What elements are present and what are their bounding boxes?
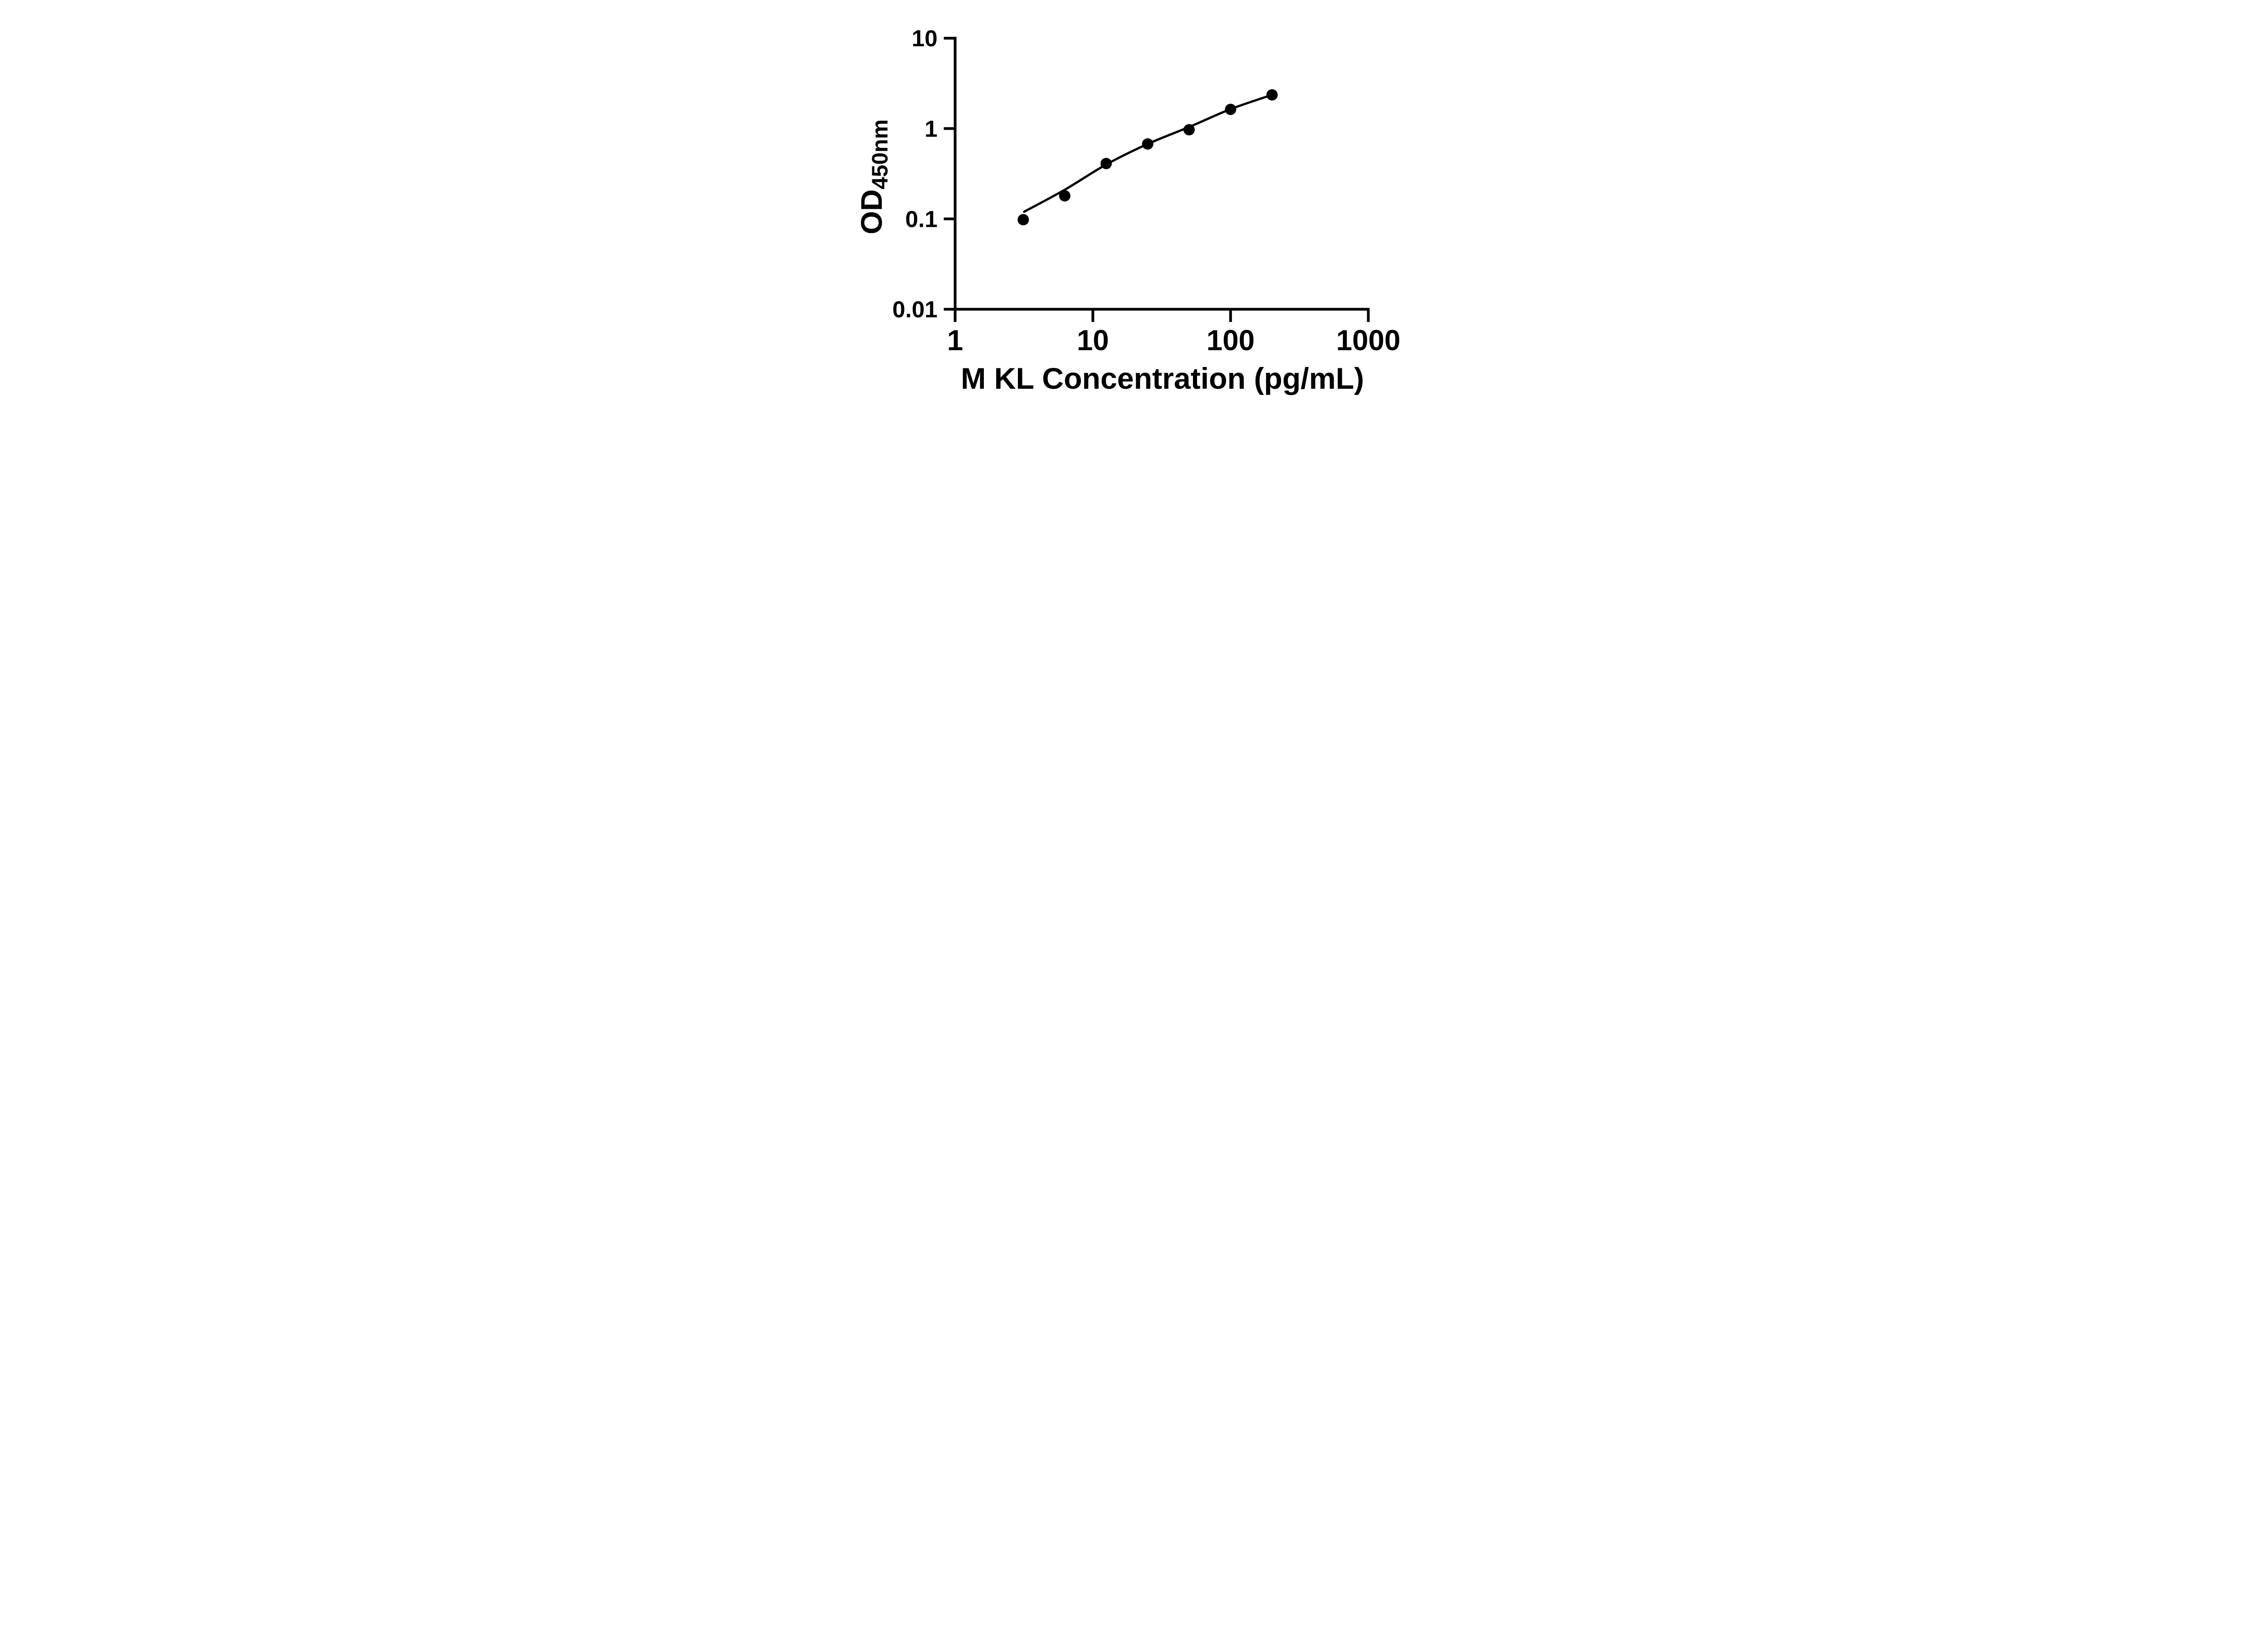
x-tick-label-100: 100 [1206, 324, 1254, 357]
y-axis-title-main: OD [855, 189, 889, 234]
x-tick-label-1: 1 [947, 324, 963, 357]
y-tick-label-1: 1 [924, 116, 937, 142]
data-point-1 [1017, 214, 1029, 225]
y-axis-title: OD450nm [855, 119, 892, 235]
y-tick-label-0.1: 0.1 [905, 206, 937, 232]
y-tick-label-0.01: 0.01 [892, 297, 938, 323]
y-tick-label-10: 10 [911, 25, 937, 51]
elisa-standard-curve-figure: 10 1 0.1 0.01 1 10 100 1000 M KL Concentration … [843, 0, 1426, 408]
data-point-2 [1059, 190, 1070, 202]
data-point-6 [1224, 103, 1236, 115]
x-tick-label-10: 10 [1076, 324, 1109, 357]
standard-curve-chart: 10 1 0.1 0.01 1 10 100 1000 M KL Concentration … [855, 25, 1400, 396]
plot-layer: 10 1 0.1 0.01 1 10 100 1000 [892, 25, 1400, 357]
data-point-3 [1100, 158, 1112, 170]
data-point-4 [1142, 138, 1154, 150]
data-point-5 [1183, 124, 1195, 136]
x-tick-label-1000: 1000 [1336, 324, 1400, 357]
x-axis-title: M KL Concentration (pg/mL) [961, 362, 1364, 396]
data-point-7 [1266, 89, 1278, 101]
y-axis-title-subscript: 450nm [868, 119, 892, 189]
